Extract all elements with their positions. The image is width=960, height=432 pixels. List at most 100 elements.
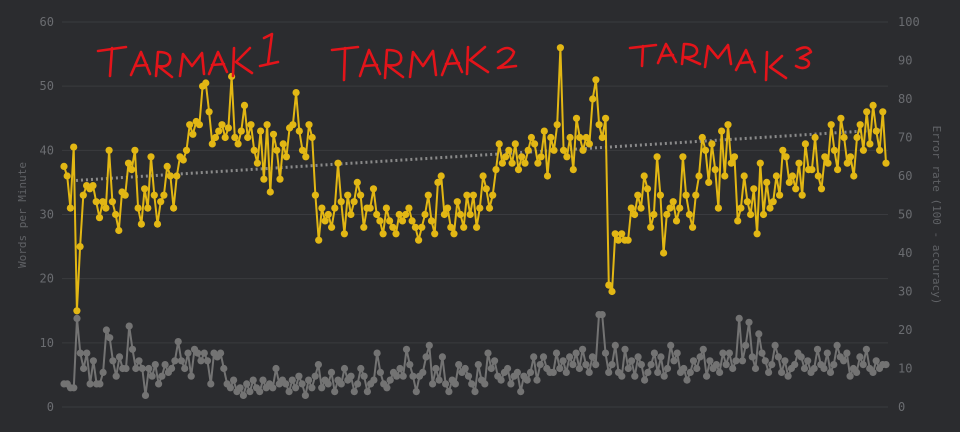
data-point bbox=[667, 341, 675, 349]
data-point bbox=[663, 364, 672, 373]
data-point bbox=[334, 159, 342, 167]
data-point bbox=[337, 380, 345, 388]
annotation-tarmak-1 bbox=[96, 32, 280, 79]
data-point bbox=[680, 364, 688, 373]
data-point bbox=[259, 376, 267, 384]
data-point bbox=[482, 185, 490, 193]
data-point bbox=[833, 341, 841, 349]
data-point bbox=[145, 364, 153, 373]
data-point bbox=[550, 146, 558, 154]
data-point bbox=[382, 204, 390, 212]
data-point bbox=[266, 188, 274, 196]
data-point bbox=[618, 230, 626, 238]
data-point bbox=[218, 121, 226, 129]
data-point bbox=[701, 146, 710, 154]
data-point bbox=[395, 210, 403, 219]
data-point bbox=[650, 210, 658, 219]
data-point bbox=[644, 368, 652, 376]
data-point bbox=[422, 353, 430, 361]
data-point bbox=[144, 204, 152, 212]
data-point bbox=[99, 368, 107, 376]
data-point bbox=[197, 357, 205, 365]
data-point bbox=[137, 220, 145, 228]
data-point bbox=[263, 121, 271, 129]
data-point bbox=[360, 223, 368, 231]
data-point bbox=[243, 380, 251, 388]
data-point bbox=[778, 368, 786, 376]
data-point bbox=[250, 146, 258, 154]
data-point bbox=[76, 243, 84, 251]
data-point bbox=[220, 364, 228, 373]
data-point bbox=[734, 217, 742, 225]
data-point bbox=[876, 146, 884, 154]
data-point bbox=[230, 376, 238, 384]
data-point bbox=[657, 353, 665, 361]
data-point bbox=[194, 349, 202, 357]
data-point bbox=[487, 364, 495, 373]
data-point bbox=[826, 368, 835, 376]
data-point bbox=[724, 121, 732, 129]
data-point bbox=[653, 153, 661, 161]
data-point bbox=[141, 185, 149, 193]
data-point bbox=[135, 357, 143, 365]
data-point bbox=[386, 217, 394, 225]
data-point bbox=[147, 153, 155, 161]
data-point bbox=[771, 341, 779, 349]
data-point bbox=[572, 349, 580, 357]
data-point bbox=[314, 361, 322, 369]
data-point bbox=[859, 361, 867, 369]
data-point bbox=[202, 79, 210, 87]
data-point bbox=[718, 127, 726, 135]
data-point bbox=[376, 368, 384, 376]
data-point bbox=[160, 191, 168, 199]
data-point bbox=[689, 357, 698, 365]
data-point bbox=[582, 361, 590, 369]
data-point bbox=[412, 388, 420, 396]
data-point bbox=[714, 204, 723, 212]
right-tick-label: 80 bbox=[898, 92, 912, 106]
data-point bbox=[797, 353, 805, 361]
data-point bbox=[853, 368, 861, 376]
data-point bbox=[102, 326, 110, 334]
data-point bbox=[504, 364, 512, 373]
data-point bbox=[347, 210, 355, 219]
data-point bbox=[383, 384, 391, 392]
data-point bbox=[434, 178, 442, 186]
data-point bbox=[331, 204, 339, 212]
data-point bbox=[643, 185, 652, 193]
data-point bbox=[357, 191, 365, 199]
right-tick-label: 40 bbox=[898, 246, 912, 260]
data-point bbox=[298, 146, 307, 154]
data-point bbox=[804, 357, 812, 365]
data-point bbox=[86, 380, 94, 388]
data-point bbox=[347, 372, 355, 380]
data-point bbox=[641, 376, 649, 384]
left-axis: 0 10 20 30 40 50 60 bbox=[40, 15, 54, 414]
data-point bbox=[295, 127, 303, 135]
data-point bbox=[521, 159, 529, 167]
data-point bbox=[534, 159, 542, 167]
data-point bbox=[795, 159, 803, 167]
left-tick-label: 10 bbox=[40, 336, 54, 350]
data-point bbox=[463, 191, 471, 199]
data-point bbox=[859, 146, 868, 154]
data-point bbox=[791, 361, 799, 369]
data-point bbox=[631, 210, 639, 219]
data-point bbox=[411, 223, 419, 231]
data-point bbox=[507, 380, 515, 388]
data-point bbox=[676, 204, 684, 212]
data-point bbox=[505, 146, 513, 154]
data-point bbox=[153, 220, 162, 228]
data-point bbox=[800, 364, 809, 373]
data-point bbox=[249, 376, 257, 384]
data-point bbox=[579, 146, 587, 154]
data-point bbox=[373, 210, 381, 219]
left-tick-label: 0 bbox=[47, 400, 54, 414]
data-point bbox=[73, 314, 81, 322]
data-point bbox=[526, 368, 535, 376]
data-point bbox=[121, 191, 129, 199]
data-point bbox=[373, 349, 381, 357]
right-tick-label: 60 bbox=[898, 169, 912, 183]
right-tick-label: 50 bbox=[898, 208, 912, 222]
data-point bbox=[393, 372, 401, 380]
